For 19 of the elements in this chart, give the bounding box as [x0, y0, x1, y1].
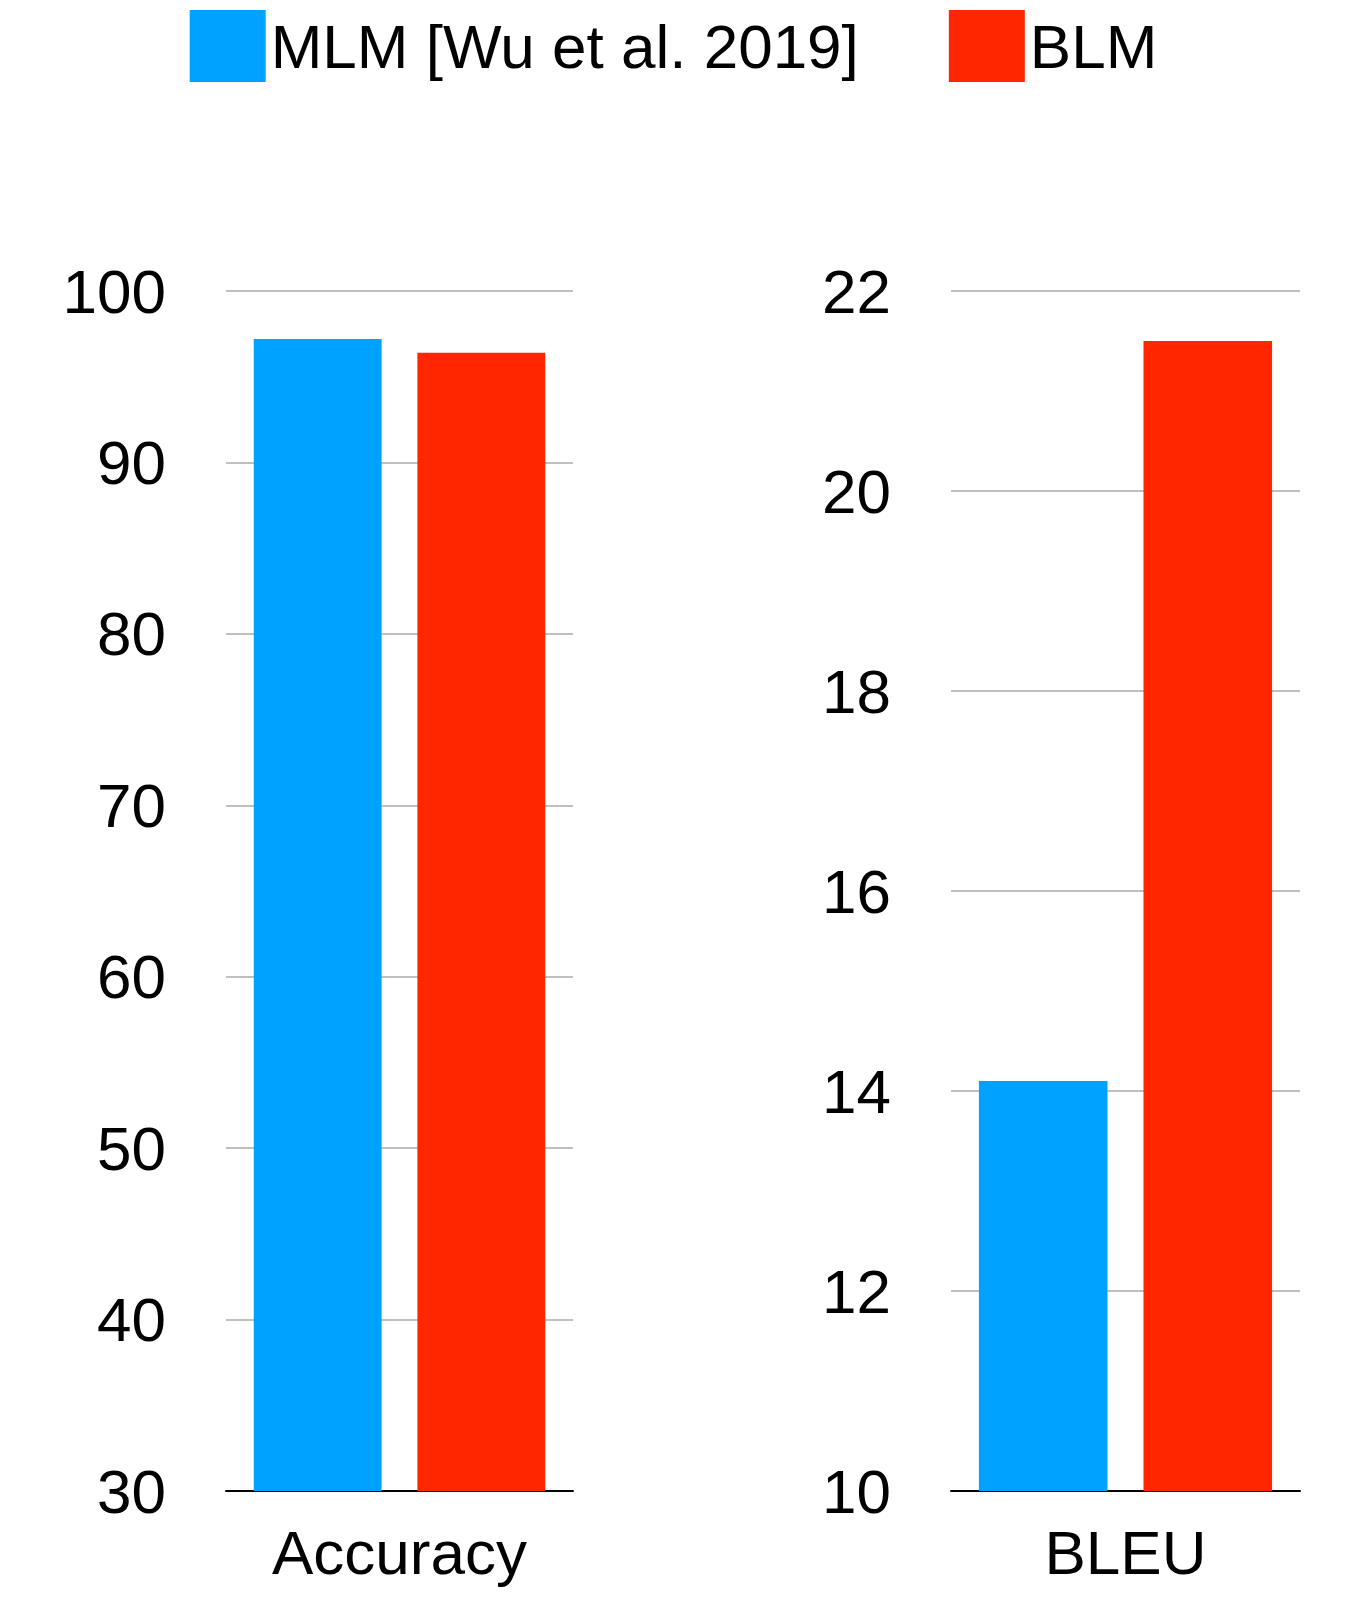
y-tick-label: 30 [97, 1456, 166, 1526]
y-tick-label: 90 [97, 427, 166, 497]
legend-label: BLM [1029, 11, 1158, 81]
y-tick-label: 14 [822, 1056, 891, 1126]
y-tick-label: 80 [97, 599, 166, 669]
y-tick-label: 16 [822, 856, 891, 926]
y-tick-label: 50 [97, 1113, 166, 1183]
legend-label: MLM [Wu et al. 2019] [270, 11, 859, 81]
y-tick-label: 70 [97, 770, 166, 840]
y-tick-label: 22 [822, 256, 891, 326]
x-tick-label: BLEU [1044, 1517, 1207, 1587]
y-tick-label: 20 [822, 456, 891, 526]
y-tick-label: 18 [822, 656, 891, 726]
y-tick-label: 60 [97, 942, 166, 1012]
y-tick-label: 100 [62, 256, 166, 326]
y-tick-label: 10 [822, 1456, 891, 1526]
y-tick-label: 12 [822, 1256, 891, 1326]
x-tick-label: Accuracy [272, 1517, 527, 1587]
y-tick-label: 40 [97, 1285, 166, 1355]
